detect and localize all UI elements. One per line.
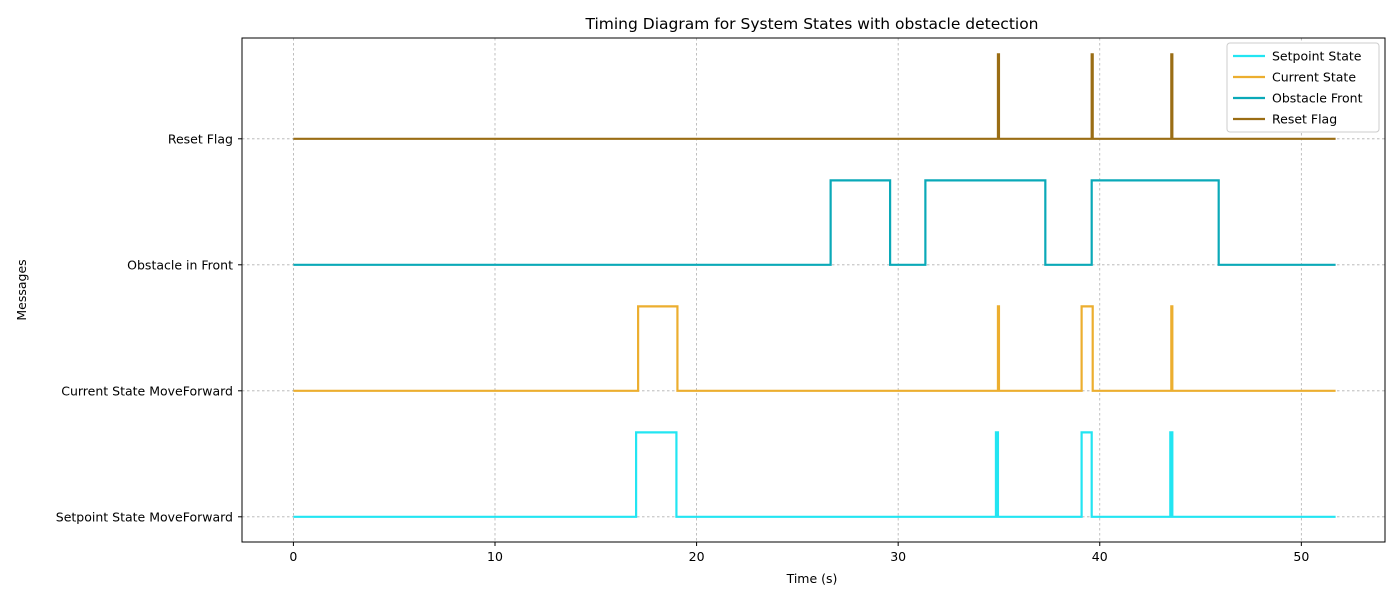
grid: [242, 38, 1385, 542]
x-tick-label: 0: [289, 549, 297, 564]
legend-label: Obstacle Front: [1272, 91, 1363, 106]
x-tick-label: 30: [890, 549, 906, 564]
y-tick-label: Reset Flag: [168, 131, 233, 146]
series-line-obstacle-front: [293, 179, 1336, 266]
series-line-setpoint-state: [293, 431, 1336, 518]
x-tick-label: 10: [487, 549, 503, 564]
legend-label: Current State: [1272, 70, 1356, 85]
x-tick-label: 50: [1293, 549, 1309, 564]
legend-box: [1226, 42, 1380, 133]
y-tick-label: Current State MoveForward: [61, 383, 233, 398]
legend-label: Setpoint State: [1272, 49, 1362, 64]
y-axis-ticks: Setpoint State MoveForward Current State …: [56, 131, 242, 524]
series-lines: [293, 53, 1336, 518]
y-axis-label: Messages: [14, 259, 29, 320]
x-axis-label: Time (s): [786, 571, 838, 586]
legend-label: Reset Flag: [1272, 112, 1337, 127]
plot-frame: [241, 37, 1386, 543]
y-tick-label: Setpoint State MoveForward: [56, 509, 233, 524]
legend: Setpoint State Current State Obstacle Fron…: [1226, 42, 1380, 133]
y-tick-label: Obstacle in Front: [127, 257, 233, 272]
x-tick-label: 40: [1092, 549, 1108, 564]
x-tick-label: 20: [689, 549, 705, 564]
series-line-reset-flag: [293, 53, 1336, 140]
x-axis-ticks: 0 10 20 30 40 50: [289, 542, 1309, 564]
series-line-current-state: [293, 305, 1336, 392]
chart-title: Timing Diagram for System States with ob…: [584, 15, 1038, 33]
